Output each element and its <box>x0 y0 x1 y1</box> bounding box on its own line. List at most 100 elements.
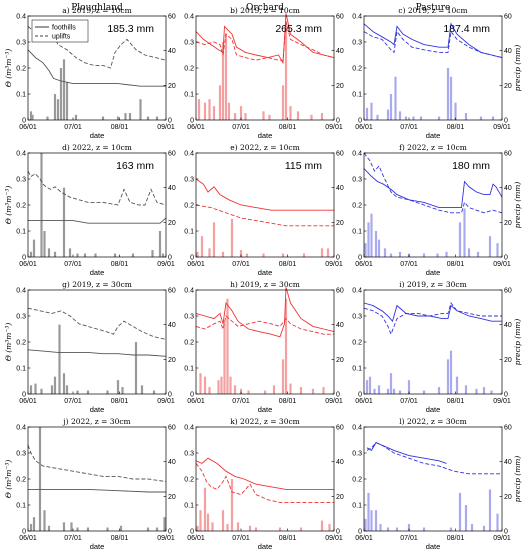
x-tick-label: 09/01 <box>157 261 175 268</box>
y-tick-label-right: 60 <box>336 288 344 295</box>
y-tick-label-right: 0 <box>336 392 340 399</box>
precip-bar <box>449 76 453 120</box>
precip-bar <box>199 510 202 531</box>
y-axis-label-left: Θ (m³m⁻³) <box>4 186 13 225</box>
series-line-uplifts <box>195 21 335 61</box>
y-tick-label-left: 0.2 <box>184 340 194 347</box>
y-tick-label-left: 0.3 <box>184 451 194 458</box>
y-tick-label-left: 0.2 <box>352 66 362 73</box>
precip-bar <box>119 525 123 531</box>
precip-bar <box>146 527 150 531</box>
panel-title: g) 2019, z = 30cm <box>62 280 132 289</box>
x-axis-label: date <box>426 268 441 277</box>
x-tick-label: 07/01 <box>400 398 418 405</box>
y-tick-label-left: 0.4 <box>184 425 194 432</box>
plot-frame <box>363 289 503 395</box>
precip-bar <box>221 42 225 120</box>
y-tick-label-left: 0 <box>358 529 362 536</box>
y-tick-label-left: 0.3 <box>16 177 26 184</box>
y-tick-label-left: 0.4 <box>352 14 362 21</box>
precip-bar <box>46 116 49 120</box>
series-line-foothills <box>28 217 167 224</box>
series-line-uplifts <box>363 152 503 214</box>
x-tick-label: 06/01 <box>19 261 37 268</box>
series-line-foothills <box>27 349 167 357</box>
panel-title: c) 2019, z = 10cm <box>398 6 467 15</box>
series-line-foothills <box>195 287 335 338</box>
y-tick-label-left: 0.3 <box>16 314 26 321</box>
y-tick-label-left: 0 <box>22 255 26 262</box>
precip-bar <box>247 390 250 394</box>
column-title-orchard: Orchard <box>246 3 284 13</box>
x-tick-label: 08/01 <box>111 124 129 131</box>
y-tick-label-left: 0.2 <box>16 340 26 347</box>
y-tick-label-left: 0.1 <box>184 92 194 99</box>
y-tick-label-right: 20 <box>336 357 344 364</box>
precip-bar <box>467 248 471 257</box>
x-tick-label: 07/01 <box>232 535 250 542</box>
series-line-uplifts <box>195 315 334 335</box>
precip-bar <box>208 387 211 394</box>
precip-bar <box>226 524 229 531</box>
x-tick-label: 09/01 <box>325 535 343 542</box>
precip-bar <box>377 239 381 257</box>
precip-bar <box>364 243 367 257</box>
precip-bar <box>34 383 37 394</box>
y-tick-label-left: 0.3 <box>352 177 362 184</box>
precip-bar <box>151 250 154 257</box>
precip-bar <box>328 524 331 531</box>
x-axis-label: date <box>426 405 441 414</box>
total-precip-label: 180 mm <box>452 160 490 172</box>
precip-bar <box>476 251 480 257</box>
panel-title: f) 2022, z = 10cm <box>399 143 467 152</box>
precip-bar <box>436 253 439 257</box>
precip-bar <box>56 99 60 120</box>
precip-bar <box>281 253 285 257</box>
precip-bar <box>374 231 378 257</box>
precip-bar <box>365 107 369 120</box>
precip-bar <box>437 116 441 120</box>
precip-bar <box>31 114 34 120</box>
y-tick-label-right: 40 <box>504 48 512 55</box>
precip-bar <box>449 527 453 531</box>
precip-bar <box>208 99 211 120</box>
y-tick-label-right: 40 <box>504 322 512 329</box>
y-tick-label-left: 0.3 <box>16 40 26 47</box>
precip-bar <box>65 385 69 394</box>
y-tick-label-right: 60 <box>168 151 176 158</box>
precip-bar <box>289 383 292 394</box>
y-tick-label-left: 0.1 <box>352 229 362 236</box>
x-tick-label: 07/01 <box>64 124 82 131</box>
x-tick-label: 08/01 <box>111 535 129 542</box>
precip-bar <box>482 525 486 531</box>
precip-bar <box>311 388 315 394</box>
precip-bar <box>389 94 393 120</box>
precip-bar <box>281 85 285 120</box>
x-tick-label: 06/01 <box>355 535 373 542</box>
precip-bar <box>374 510 378 531</box>
x-tick-label: 09/01 <box>493 124 511 131</box>
total-precip-label: 185.3 mm <box>107 23 154 35</box>
precip-bar <box>152 390 156 394</box>
precip-bar <box>208 248 211 257</box>
precip-bar <box>398 390 402 394</box>
precip-bar <box>490 390 493 394</box>
x-tick-label: 06/01 <box>187 535 205 542</box>
series-line-uplifts <box>195 463 334 503</box>
precip-bar <box>196 525 199 531</box>
y-tick-label-left: 0.1 <box>16 229 26 236</box>
series-line-uplifts <box>27 307 167 340</box>
precip-bar <box>386 109 390 120</box>
precip-bar <box>218 85 222 120</box>
precip-bar <box>278 527 282 531</box>
panel-j: j) 2022, z = 30cm 0 0.1 0.2 0.3 0.4 0 20 40 60 06/… <box>4 417 176 550</box>
y-tick-label-left: 0.3 <box>184 177 194 184</box>
precip-bar <box>155 116 159 120</box>
y-tick-label-left: 0.1 <box>352 366 362 373</box>
series-line-foothills <box>363 302 502 323</box>
precip-bar <box>326 248 330 257</box>
precip-bar <box>134 342 138 394</box>
y-tick-label-left: 0.3 <box>352 314 362 321</box>
y-tick-label-left: 0.1 <box>16 366 26 373</box>
series-line-foothills <box>28 488 166 493</box>
